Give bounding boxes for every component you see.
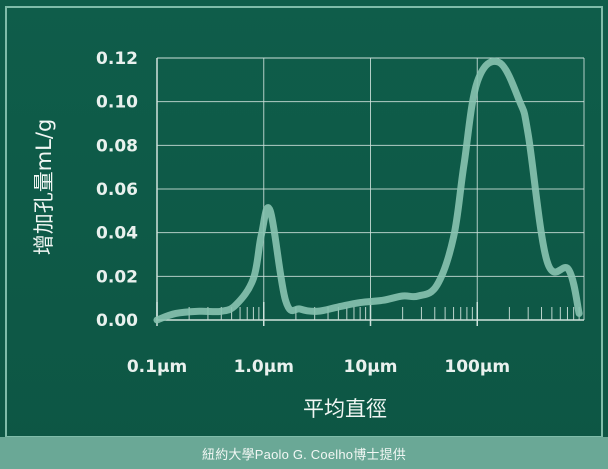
y-tick-label: 0.02 [96,267,138,287]
y-tick-label: 0.06 [96,180,138,200]
series-line [153,57,583,324]
x-tick-label: 10μm [344,357,398,377]
caption-bar: 紐約大學Paolo G. Coelho博士提供 [0,437,608,469]
tick-labels: 0.12 0.10 0.08 0.06 0.04 0.02 0.00 0.1μm 1.0μm 10… [96,49,510,377]
y-tick-label: 0.10 [96,93,138,113]
x-tick-label: 0.1μm [127,357,187,377]
y-tick-label: 0.12 [96,49,138,69]
y-tick-label: 0.08 [96,136,138,156]
grid [156,57,585,321]
x-tick-label: 100μm [444,357,510,377]
x-axis-title: 平均直徑 [303,397,387,421]
image-credit: 紐約大學Paolo G. Coelho博士提供 [202,446,406,462]
y-axis-title: 增加孔量mL/g [32,119,56,256]
x-tick-label: 1.0μm [234,357,294,377]
y-tick-label: 0.04 [96,224,138,244]
y-tick-label: 0.00 [96,311,138,331]
